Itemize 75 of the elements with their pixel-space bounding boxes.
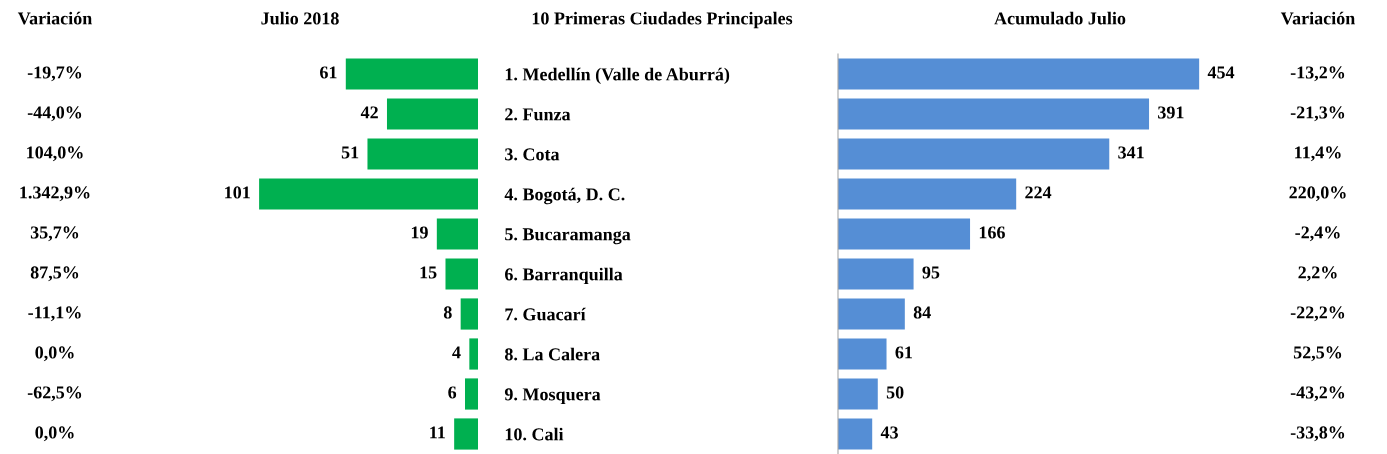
chart-title: Acumulado Julio (994, 11, 1126, 25)
bar (838, 138, 1110, 170)
data-label: 11 (430, 426, 445, 439)
bar (259, 178, 478, 210)
text: Variación (17, 11, 93, 25)
data-label: 6 (448, 386, 457, 399)
data-label: 15 (420, 266, 437, 279)
bar (838, 178, 1017, 210)
bar (838, 258, 914, 290)
bar (838, 418, 873, 450)
text: -21,3% (1290, 106, 1345, 122)
text: -62,5% (27, 386, 82, 402)
y-tick-label: 3. Cota (505, 148, 560, 161)
data-label: 51 (341, 146, 359, 159)
y-tick-label: 7. Guacarí (505, 307, 586, 321)
data-label: 341 (1118, 146, 1144, 159)
y-tick-label: 2. Funza (505, 108, 571, 121)
data-label: 84 (913, 306, 931, 319)
text: Variación (1280, 11, 1356, 25)
data-label: 50 (886, 386, 904, 399)
bar (460, 298, 478, 330)
text: 1.342,9% (20, 186, 90, 202)
data-label: 166 (979, 226, 1005, 239)
text: -19,7% (27, 66, 82, 82)
bar (838, 58, 1200, 90)
text: 35,7% (30, 226, 79, 242)
text: -44,0% (27, 106, 82, 122)
data-label: 391 (1158, 106, 1184, 119)
chart-title: Julio 2018 (261, 11, 339, 25)
text: 220,0% (1289, 186, 1346, 202)
data-label: 42 (360, 106, 378, 119)
bar (465, 378, 478, 410)
text: -43,2% (1290, 386, 1345, 402)
bar (445, 258, 478, 290)
bar (838, 218, 971, 250)
bar (436, 218, 478, 250)
data-label: 8 (443, 306, 452, 319)
data-label: 224 (1025, 186, 1052, 199)
text: 0,0% (35, 346, 74, 362)
bar (367, 138, 478, 170)
text: -11,1% (28, 306, 81, 322)
y-tick-label: 9. Mosquera (504, 388, 601, 405)
bar (838, 298, 905, 330)
text: 11,4% (1295, 146, 1341, 162)
text: -13,2% (1290, 66, 1345, 82)
y-tick-label: 4. Bogotá, D. C. (504, 187, 625, 205)
text: 52,5% (1293, 346, 1342, 362)
bar (469, 338, 478, 370)
bar (386, 98, 478, 130)
bar (838, 338, 887, 370)
text: 2,2% (1298, 266, 1337, 282)
data-label: 4 (452, 346, 461, 359)
y-axis-title: 10 Primeras Ciudades Principales (532, 11, 793, 29)
bar (838, 98, 1150, 130)
text: 0,0% (35, 426, 74, 442)
data-label: 19 (411, 226, 428, 239)
bar (345, 58, 478, 90)
y-tick-label: 1. Medellín (Valle de Aburrá) (505, 67, 730, 85)
data-label: 61 (320, 66, 337, 79)
data-label: 101 (225, 186, 250, 199)
text: -33,8% (1290, 426, 1345, 442)
data-label: 454 (1207, 66, 1235, 79)
data-label: 61 (895, 346, 912, 359)
y-tick-label: 10. Cali (505, 427, 564, 441)
y-tick-label: 5. Bucaramanga (505, 228, 631, 245)
data-label: 43 (880, 426, 898, 439)
bar (454, 418, 478, 450)
data-label: 95 (922, 266, 940, 279)
text: 87,5% (30, 266, 79, 282)
text: -2,4% (1295, 226, 1340, 242)
y-tick-label: 8. La Calera (504, 347, 600, 361)
text: -22,2% (1290, 306, 1345, 322)
y-tick-label: 6. Barranquilla (505, 267, 623, 285)
text: 104,0% (27, 146, 83, 162)
bar (838, 378, 878, 410)
